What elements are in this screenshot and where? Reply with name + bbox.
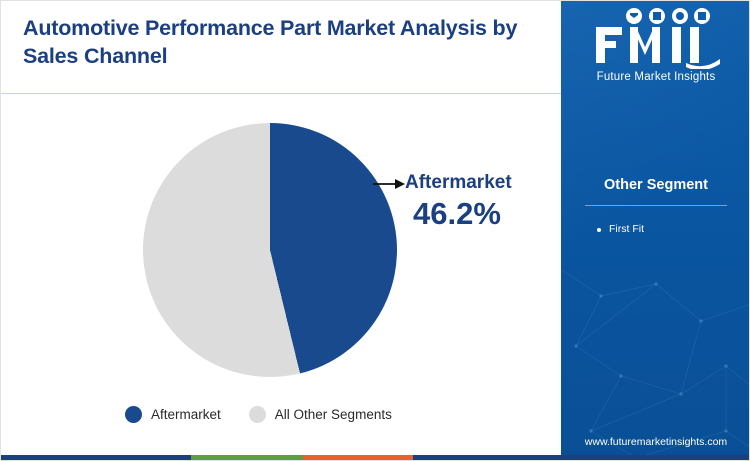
legend-item: All Other Segments [248, 406, 392, 423]
list-item: First Fit [597, 223, 747, 237]
callout-value: 46.2% [413, 196, 501, 231]
segment-divider [585, 205, 727, 206]
legend-swatch-all-other-segments [248, 406, 266, 423]
brand-logo: Future Market Insights [561, 7, 749, 83]
callout-label: Aftermarket [405, 172, 512, 193]
pie-slices [143, 123, 397, 377]
segment-list: First Fit [597, 223, 747, 245]
bottom-color-bar [1, 455, 749, 460]
title-divider [1, 93, 561, 94]
page-title: Automotive Performance Part Market Analy… [23, 16, 518, 69]
legend-label: Aftermarket [151, 407, 221, 422]
legend-swatch-aftermarket [125, 406, 142, 423]
legend-label: All Other Segments [274, 407, 392, 422]
bar-segment-4 [413, 455, 749, 460]
site-url: www.futuremarketinsights.com [584, 436, 728, 448]
pie-chart [143, 123, 397, 377]
segment-heading: Other Segment [604, 177, 708, 193]
constellation-decoration [561, 268, 749, 460]
legend-item: Aftermarket [125, 406, 221, 423]
brand-logo-text: Future Market Insights [596, 71, 716, 83]
chart-legend: Aftermarket All Other Segments [125, 406, 392, 423]
chart-panel: Automotive Performance Part Market Analy… [1, 1, 561, 460]
arrow-right-icon [373, 179, 405, 189]
brand-sidebar: Future Market Insights Other Segment Fir… [561, 1, 749, 460]
bar-segment-1 [1, 455, 191, 460]
bar-segment-2 [191, 455, 303, 460]
bar-segment-3 [303, 455, 413, 460]
fmi-logo-icon [596, 8, 720, 69]
